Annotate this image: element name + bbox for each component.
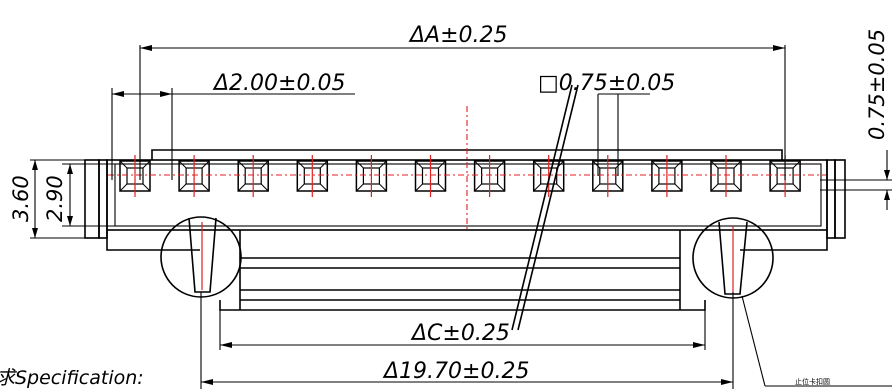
pin-2 bbox=[178, 155, 210, 197]
dim-pitch-label: Δ2.00±0.05 bbox=[212, 71, 345, 96]
pin-11 bbox=[710, 155, 742, 197]
pin-7 bbox=[473, 155, 506, 197]
dim-pin-square: □0.75±0.05 bbox=[538, 71, 675, 176]
pin-9 bbox=[592, 155, 624, 197]
latch-right bbox=[692, 217, 774, 299]
pin-3 bbox=[237, 155, 269, 197]
break-lines bbox=[511, 84, 579, 331]
dim-pin-square-label: □0.75±0.05 bbox=[538, 71, 675, 96]
dim-side-label: 0.75±0.05 bbox=[865, 29, 889, 140]
latch-left bbox=[160, 216, 242, 298]
pin-5 bbox=[355, 155, 388, 197]
pin-1 bbox=[119, 155, 151, 197]
pin-4 bbox=[296, 155, 329, 197]
pin-6 bbox=[414, 155, 447, 197]
housing-outline bbox=[84, 149, 846, 311]
specification-label: 求Specification: bbox=[0, 367, 144, 389]
dim-pitch: Δ2.00±0.05 bbox=[111, 71, 355, 180]
pin-10 bbox=[651, 155, 683, 197]
dim-a-label: ΔA±0.25 bbox=[408, 23, 508, 48]
dim-bottom: Δ19.70±0.25 bbox=[200, 292, 734, 389]
dim-overall-length: ΔA±0.25 bbox=[139, 23, 786, 180]
callout-label: 止位卡扣圆 bbox=[795, 377, 830, 386]
dim-c: ΔC±0.25 bbox=[219, 310, 706, 350]
center-lines bbox=[108, 106, 826, 232]
latch-callout: 止位卡扣圆 bbox=[741, 295, 892, 387]
pin-8 bbox=[532, 155, 565, 197]
dim-pin-square-side: 0.75±0.05 bbox=[820, 29, 892, 210]
dim-pin-row-label: 2.90 bbox=[43, 175, 67, 222]
pin-row bbox=[119, 155, 801, 197]
dim-heights: 3.60 2.90 bbox=[9, 159, 115, 239]
dim-height-label: 3.60 bbox=[9, 175, 33, 222]
dim-c-label: ΔC±0.25 bbox=[410, 321, 510, 346]
dim-bottom-label: Δ19.70±0.25 bbox=[382, 359, 529, 384]
